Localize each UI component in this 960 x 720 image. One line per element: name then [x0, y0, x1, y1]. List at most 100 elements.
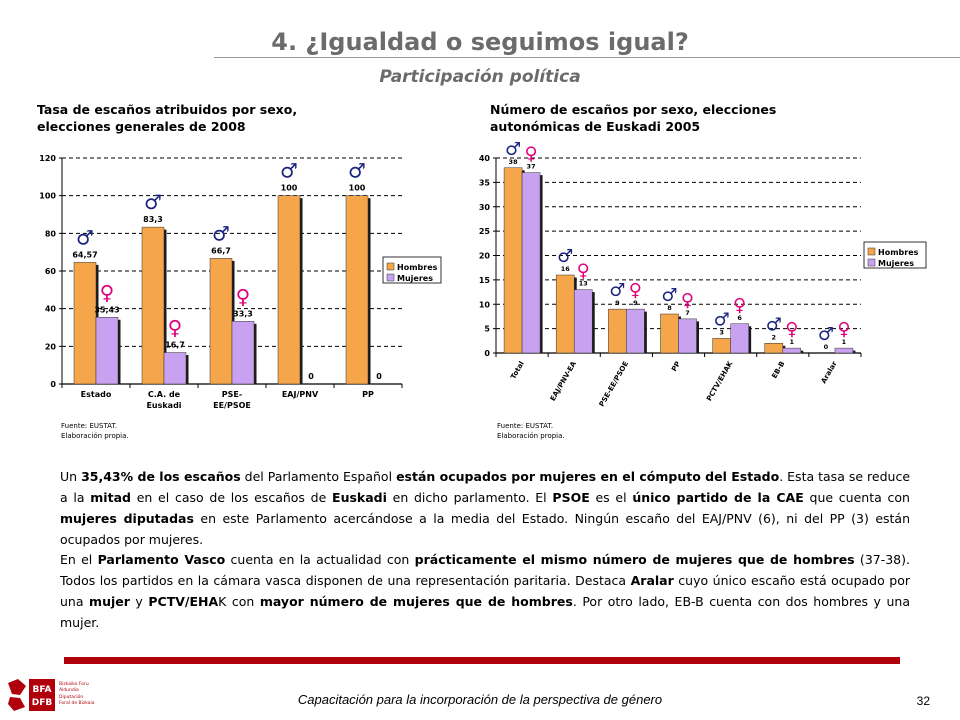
emphasis-text: prácticamente el mismo número de mujeres…	[414, 552, 855, 567]
data-label: 37	[527, 163, 536, 171]
y-tick-label: 5	[484, 325, 490, 334]
y-tick-label: 40	[479, 154, 491, 163]
data-label: 6	[737, 314, 742, 322]
y-tick-label: 20	[45, 342, 57, 351]
male-symbol-icon: ♂	[609, 280, 625, 301]
bar-hombres	[608, 308, 627, 354]
y-tick-label: 30	[479, 203, 491, 212]
y-tick-label: 60	[45, 267, 57, 276]
data-label: 2	[772, 333, 777, 341]
legend-label: Hombres	[878, 248, 919, 257]
legend-swatch	[867, 258, 876, 267]
page-number: 32	[916, 694, 930, 708]
data-label: 64,57	[72, 250, 97, 259]
bar-hombres	[660, 313, 679, 354]
chart1-source: Fuente: EUSTAT. Elaboración propia.	[61, 421, 129, 441]
emphasis-text: Parlamento Vasco	[97, 552, 226, 567]
emphasis-text: único partido de la CAE	[632, 490, 804, 505]
female-symbol-icon: ♀	[629, 280, 642, 301]
footer-text: Capacitación para la incorporación de la…	[297, 692, 663, 707]
female-symbol-icon: ♀	[577, 261, 590, 282]
title-divider	[214, 57, 960, 58]
male-symbol-icon: ♂	[348, 159, 366, 183]
emphasis-text: mayor número de mujeres que de hombres	[259, 594, 573, 609]
female-symbol-icon: ♀	[524, 144, 537, 165]
data-label: 0	[824, 343, 829, 351]
y-tick-label: 40	[45, 305, 57, 314]
bar-mujeres	[730, 323, 749, 354]
data-label: 38	[509, 158, 519, 166]
paragraph-general-elections: Un 35,43% de los escaños del Parlamento …	[60, 466, 910, 550]
legend-label: Hombres	[397, 263, 438, 272]
y-tick-label: 10	[479, 300, 491, 309]
female-symbol-icon: ♀	[785, 319, 798, 340]
y-tick-label: 100	[39, 192, 56, 201]
data-label: 9	[615, 299, 620, 307]
male-symbol-icon: ♂	[212, 221, 230, 245]
body-text: (37-38). Todos los partidos en la cámara…	[60, 552, 910, 588]
bar-mujeres	[678, 318, 697, 354]
emphasis-text: mitad	[90, 490, 131, 505]
category-label: PP	[670, 360, 682, 373]
category-label: PSE-	[222, 390, 242, 399]
data-label: 66,7	[211, 246, 231, 255]
data-label: 9	[633, 299, 638, 307]
body-text: en el caso de los escaños de	[130, 490, 333, 505]
bar-mujeres	[573, 289, 593, 354]
data-label: 7	[685, 309, 690, 317]
y-tick-label: 0	[50, 380, 56, 389]
body-text: en dicho parlamento. El	[386, 490, 553, 505]
body-text: . Esta tasa se reduce a la	[60, 469, 911, 505]
body-text: que cuenta con	[803, 490, 910, 505]
male-symbol-icon: ♂	[818, 324, 834, 345]
y-tick-label: 35	[479, 178, 491, 187]
bar-mujeres	[782, 347, 802, 354]
category-label: Estado	[81, 390, 112, 399]
male-symbol-icon: ♂	[557, 246, 573, 267]
emphasis-text: están ocupados por mujeres en el cómputo…	[396, 469, 780, 484]
bar-mujeres	[163, 352, 187, 385]
y-tick-label: 120	[39, 154, 56, 163]
category-label: EE/PSOE	[213, 401, 251, 410]
data-label: 35,43	[94, 305, 119, 314]
body-text: del Parlamento Español	[240, 469, 397, 484]
body-text: Un	[60, 469, 82, 484]
male-symbol-icon: ♂	[661, 285, 677, 306]
emphasis-text: mujeres diputadas	[60, 511, 194, 526]
female-symbol-icon: ♀	[681, 290, 694, 311]
logo-abbr: BFA	[33, 685, 52, 695]
male-symbol-icon: ♂	[76, 225, 94, 249]
y-tick-label: 0	[484, 349, 490, 358]
body-text: en este Parlamento acercándose a la medi…	[60, 511, 910, 547]
logo-text: Bizkaiko Foru	[59, 681, 89, 687]
chart1-source-line: Fuente: EUSTAT.	[61, 422, 118, 430]
male-symbol-icon: ♂	[144, 190, 162, 214]
category-label: PSE-EE/PSOE	[598, 360, 630, 408]
category-label: EB-B	[770, 360, 786, 380]
female-symbol-icon: ♀	[837, 319, 850, 340]
data-label: 0	[308, 372, 314, 381]
data-label: 0	[376, 372, 382, 381]
bar-mujeres	[95, 317, 119, 385]
legend-label: Mujeres	[878, 259, 914, 268]
data-label: 8	[667, 304, 672, 312]
page-title: 4. ¿Igualdad o seguimos igual?	[271, 28, 689, 56]
category-label: PCTV/EHAK	[705, 360, 734, 403]
data-label: 1	[790, 338, 795, 346]
emphasis-text: PCTV/EHA	[148, 594, 219, 609]
data-label: 83,3	[143, 215, 163, 224]
chart1-svg: 02040608010012064,57♂35,43♀Estado83,3♂16…	[39, 154, 442, 410]
female-symbol-icon: ♀	[100, 280, 115, 304]
data-label: 1	[842, 338, 847, 346]
body-text: K con	[218, 594, 260, 609]
emphasis-text: PSOE	[552, 490, 590, 505]
data-label: 13	[579, 280, 588, 288]
data-label: 16	[561, 265, 571, 273]
body-text: . Por otro lado, EB-B cuenta con dos hom…	[60, 594, 910, 630]
data-label: 100	[281, 184, 298, 193]
y-tick-label: 25	[479, 227, 491, 236]
y-tick-label: 80	[45, 229, 57, 238]
bar-hombres	[141, 226, 165, 385]
logo-mark: BFA DFB Bizkaiko Foru Aldundia Diputació…	[8, 679, 95, 711]
bar-hombres	[712, 338, 731, 354]
